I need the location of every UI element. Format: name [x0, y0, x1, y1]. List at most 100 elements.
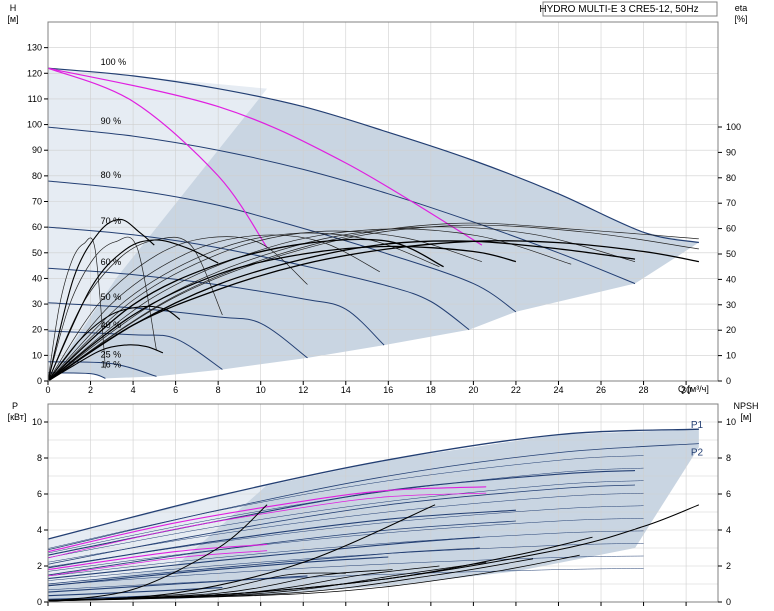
head-curve-3 [47, 226, 470, 331]
eta-main-curve-1 [47, 240, 636, 382]
npsh-y-tick-label: 4 [726, 525, 731, 535]
power-band-line-8 [47, 467, 644, 554]
eta-y-tick-label: 100 [726, 122, 741, 132]
head-envelope-fill [48, 68, 699, 382]
power-y-tick-label: 4 [37, 525, 42, 535]
eta-hump-curve-0 [47, 218, 155, 382]
eta-y-tick-label: 30 [726, 300, 736, 310]
power-band-line-9 [47, 455, 644, 549]
x-tick-label: 18 [426, 385, 436, 395]
eta-curve-6 [47, 234, 380, 382]
power-axis-label-line2: [кВт] [8, 412, 27, 422]
head-y-tick-label: 30 [32, 299, 42, 309]
power-band-line-4 [47, 518, 644, 572]
head-axis-label-line2: [м] [7, 14, 18, 24]
eta-hump-curve-3 [47, 305, 181, 382]
head-y-tick-label: 40 [32, 273, 42, 283]
head-curve-2 [47, 180, 517, 313]
eta-y-tick-label: 50 [726, 249, 736, 259]
p1-curve-4 [47, 556, 389, 587]
npsh-axis-label-line2: [м] [740, 412, 751, 422]
power-magenta-curve-b-0 [47, 492, 487, 559]
speed-label-8: 16 % [101, 360, 122, 370]
head-curve-0 [47, 67, 700, 244]
head-y-tick-label: 110 [28, 94, 42, 104]
power-y-tick-label: 8 [37, 453, 42, 463]
eta-curve-7 [47, 236, 308, 382]
x-tick-label: 22 [511, 385, 521, 395]
flow-axis-label: Q [м³/ч] [678, 384, 709, 394]
power-plot-frame [47, 403, 719, 603]
x-tick-label: 24 [553, 385, 563, 395]
chart-title: HYDRO MULTI-E 3 CRE5-12, 50Hz [539, 4, 698, 15]
speed-label-1: 90 % [101, 116, 122, 126]
x-tick-label: 6 [173, 385, 178, 395]
p2-curve-3 [47, 547, 480, 585]
speed-label-5: 50 % [101, 292, 122, 302]
npsh-axis-label-line1: NPSH [733, 401, 758, 411]
head-y-tick-label: 20 [32, 325, 42, 335]
eta-axis-label-line1: eta [735, 3, 748, 13]
power-y-tick-label: 10 [32, 417, 42, 427]
head-light-zone [48, 68, 268, 382]
npsh-curve-3 [47, 504, 268, 602]
title-box [542, 1, 718, 17]
head-y-tick-label: 10 [32, 350, 42, 360]
head-curve-4 [47, 267, 385, 346]
head-y-tick-label: 50 [32, 248, 42, 258]
eta-y-tick-label: 90 [726, 147, 736, 157]
x-tick-label: 12 [298, 385, 308, 395]
x-tick-label: 26 [596, 385, 606, 395]
eta-y-tick-label: 60 [726, 224, 736, 234]
power-y-tick-label: 6 [37, 489, 42, 499]
speed-label-3: 70 % [101, 216, 122, 226]
npsh-y-tick-label: 2 [726, 561, 731, 571]
head-curves [47, 67, 700, 382]
eta-curve-9 [47, 236, 157, 382]
system-curve-1 [47, 67, 483, 246]
speed-label-7: 25 % [101, 349, 122, 359]
eta-axis-label-line2: [%] [734, 14, 747, 24]
power-curves [47, 428, 700, 602]
eta-hump-curve-1 [47, 239, 219, 382]
npsh-y-tick-label: 0 [726, 597, 731, 607]
p2-curve-1 [47, 484, 636, 565]
head-curve-6 [47, 330, 223, 370]
series-label-p1: P1 [691, 420, 704, 431]
p1-curve-3 [47, 536, 480, 580]
x-tick-label: 16 [383, 385, 393, 395]
system-curve-0 [47, 67, 268, 249]
npsh-y-tick-label: 6 [726, 489, 731, 499]
eta-main-curve-3 [47, 238, 444, 382]
power-magenta-curve-1 [47, 543, 268, 571]
x-tick-label: 10 [256, 385, 266, 395]
speed-label-6: 40 % [101, 320, 122, 330]
power-axes: 0 2 4 6 8 10 0 2 4 6 8 10 P1 P2 [32, 403, 736, 607]
eta-y-tick-label: 0 [726, 376, 731, 386]
eta-y-tick-label: 80 [726, 173, 736, 183]
head-curve-5 [47, 302, 308, 359]
head-y-tick-label: 70 [32, 197, 42, 207]
eta-hump-curve-2 [47, 344, 164, 382]
eta-y-tick-label: 40 [726, 274, 736, 284]
eta-curve-1 [47, 224, 699, 382]
x-tick-label: 14 [341, 385, 351, 395]
npsh-y-tick-label: 8 [726, 453, 731, 463]
npsh-y-tick-label: 10 [726, 417, 736, 427]
power-y-tick-label: 2 [37, 561, 42, 571]
speed-label-4: 60 % [101, 257, 122, 267]
head-axis-label-line1: H [10, 3, 17, 13]
head-curve-1 [47, 126, 636, 285]
p2-curve-0 [47, 443, 699, 551]
head-y-tick-label: 130 [27, 43, 42, 53]
power-magenta-curve-0 [47, 486, 487, 553]
power-y-tick-label: 0 [37, 597, 42, 607]
series-label-p2: P2 [691, 448, 704, 459]
power-band-line-2 [47, 543, 644, 581]
power-magenta-curve-b-1 [47, 550, 268, 577]
power-band-line-5 [47, 505, 644, 568]
head-y-tick-label: 80 [32, 171, 42, 181]
x-tick-label: 0 [45, 385, 50, 395]
power-band-line-3 [47, 530, 644, 577]
